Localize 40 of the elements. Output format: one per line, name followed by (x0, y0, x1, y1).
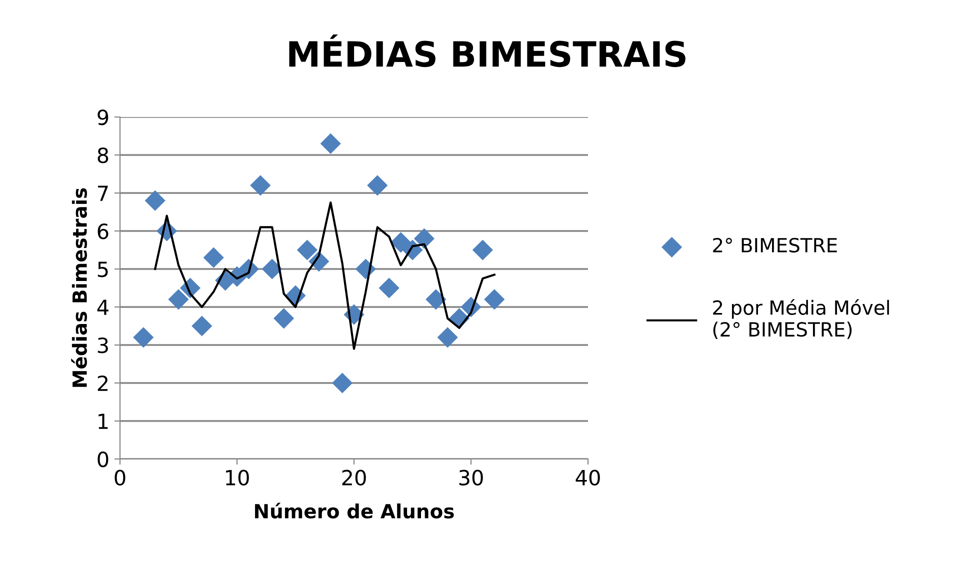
chart-title: MÉDIAS BIMESTRAIS (289, 34, 686, 68)
y-tick-label: 9 (98, 109, 108, 126)
y-tick-label: 3 (98, 337, 108, 354)
point (378, 278, 400, 298)
point (168, 289, 189, 310)
point (437, 327, 458, 348)
y-tick-label: 0 (98, 451, 108, 468)
point (192, 316, 212, 336)
y-tick-label: 5 (98, 262, 108, 278)
point (484, 289, 505, 310)
line-series (154, 201, 496, 350)
y-tick-label: 1 (98, 414, 108, 429)
y-axis-title: Médias Bimestrais (71, 188, 88, 387)
point (332, 372, 353, 394)
y-tick-label: 4 (97, 300, 108, 315)
point (472, 240, 493, 260)
legend-label: 2 por Média Móvel (2° BIMESTRE) (713, 299, 889, 340)
point (390, 232, 412, 253)
x-tick-label: 40 (576, 470, 600, 486)
legend-label: 2° BIMESTRE (713, 238, 837, 253)
y-tick-label: 6 (98, 223, 108, 240)
x-tick-label: 10 (226, 470, 249, 486)
point (426, 289, 446, 310)
point (320, 133, 341, 154)
point (274, 308, 294, 329)
point (414, 228, 434, 249)
y-tick-label: 2 (98, 375, 108, 391)
y-tick-label: 7 (98, 186, 108, 201)
point (367, 175, 388, 196)
point (296, 240, 318, 260)
x-tick-label: 20 (342, 470, 366, 486)
x-axis-title: Número de Alunos (255, 502, 454, 519)
point (144, 190, 166, 211)
point (250, 175, 271, 196)
x-tick-label: 30 (459, 470, 483, 486)
point (203, 247, 224, 268)
x-tick-label: 0 (114, 470, 126, 486)
y-tick-label: 8 (98, 147, 108, 164)
point (133, 327, 154, 348)
point (262, 258, 282, 280)
